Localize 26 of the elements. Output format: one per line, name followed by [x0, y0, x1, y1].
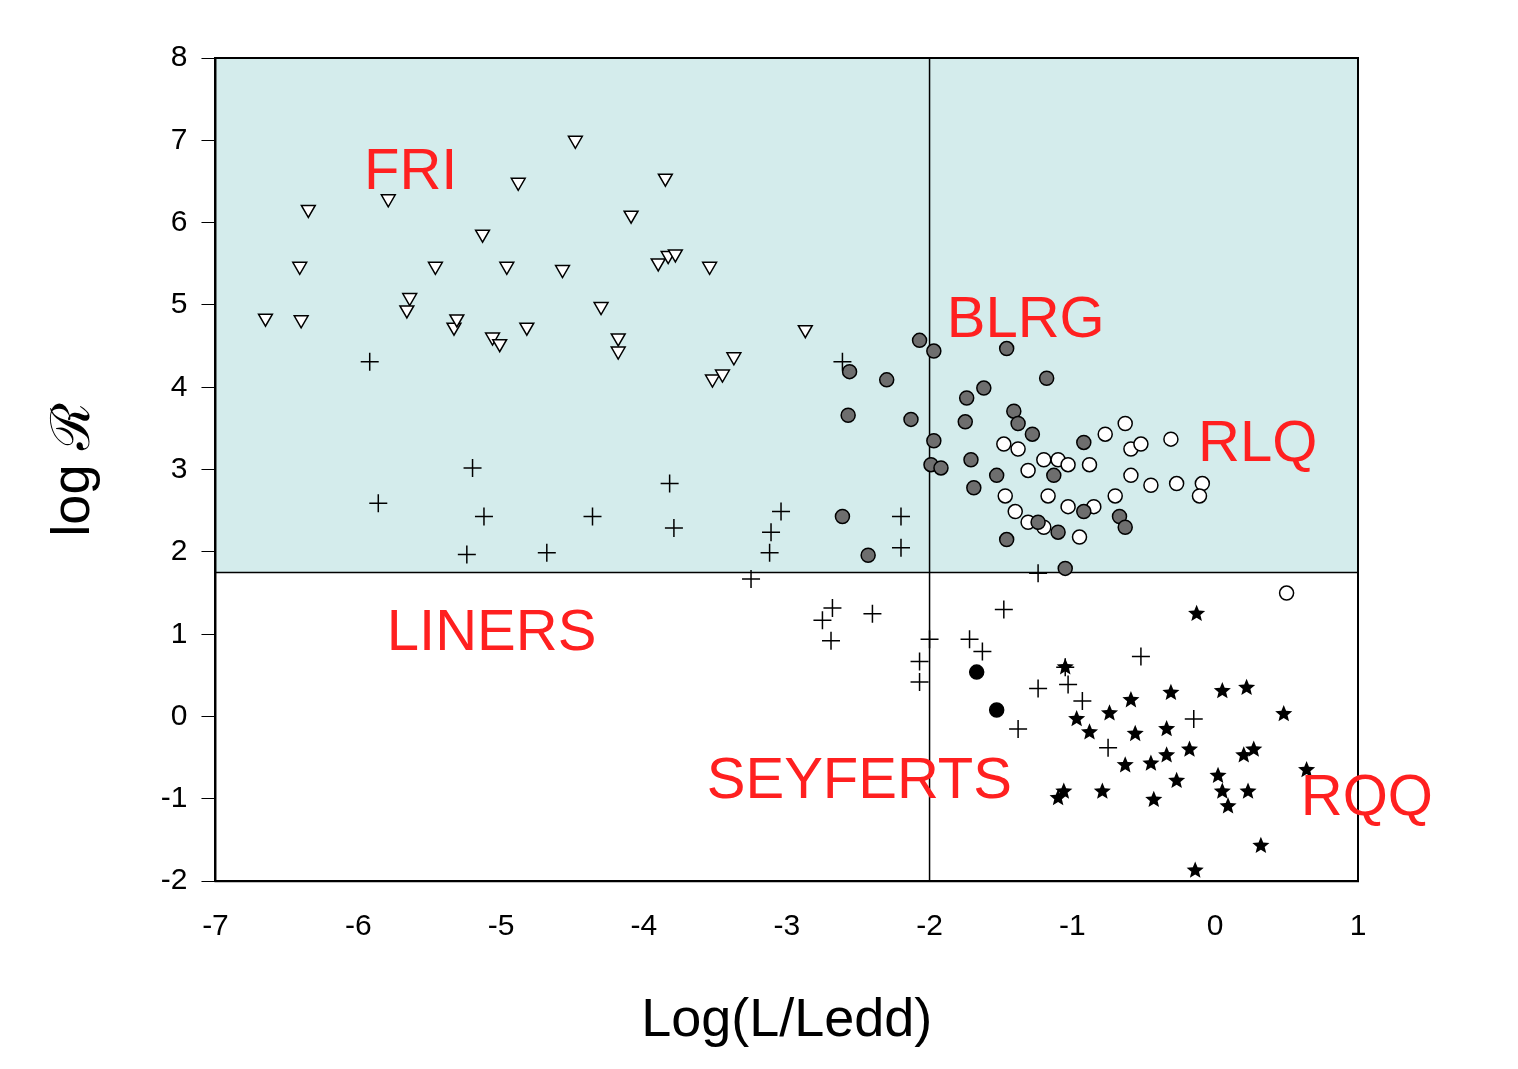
x-tick-label: 0: [1206, 908, 1224, 942]
y-tick-label: -1: [160, 780, 188, 814]
x-tick-label: -5: [487, 908, 515, 942]
annotation: LINERS: [386, 597, 597, 663]
y-tick-label: 4: [170, 368, 188, 402]
y-tick-label: 7: [170, 121, 188, 155]
y-tick-label: -2: [160, 862, 188, 896]
y-tick-label: 3: [170, 450, 188, 484]
y-tick-label: 1: [170, 615, 188, 649]
annotation: RLQ: [1198, 407, 1318, 473]
x-tick-label: 1: [1349, 908, 1367, 942]
x-tick-label: -6: [344, 908, 372, 942]
y-tick-label: 2: [170, 533, 188, 567]
x-axis-title: Log(L/Ledd): [641, 987, 933, 1048]
y-axis-title: log ℛ: [40, 402, 101, 537]
y-tick-label: 8: [170, 39, 188, 73]
x-tick-label: -3: [773, 908, 801, 942]
annotation: FRI: [364, 136, 458, 202]
y-tick-label: 5: [170, 286, 188, 320]
x-tick-label: -2: [916, 908, 943, 942]
x-tick-label: -7: [202, 908, 229, 942]
y-tick-label: 0: [170, 697, 188, 731]
x-tick-label: -1: [1059, 908, 1086, 942]
annotation: BLRG: [946, 284, 1105, 350]
y-tick-label: 6: [170, 203, 188, 237]
x-tick-label: -4: [630, 908, 658, 942]
